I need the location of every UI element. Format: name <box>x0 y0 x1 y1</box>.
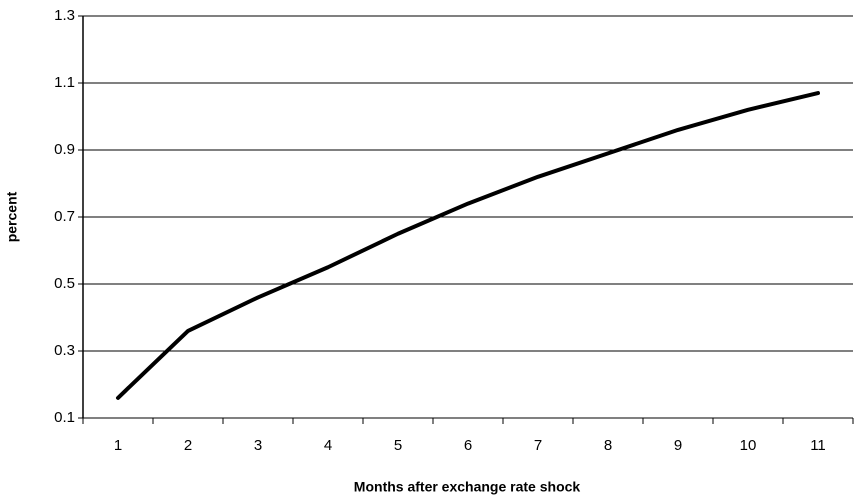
line-series <box>116 91 820 400</box>
x-tick-label: 1 <box>114 437 122 454</box>
y-tick-label: 0.5 <box>54 275 75 292</box>
x-axis-label: Months after exchange rate shock <box>354 479 581 495</box>
x-tick-label: 4 <box>324 437 332 454</box>
y-tick-label: 0.9 <box>54 141 75 158</box>
y-axis-label: percent <box>4 191 20 242</box>
x-tick-label: 8 <box>604 437 612 454</box>
y-tick-label: 1.3 <box>54 7 75 24</box>
x-tick-label: 2 <box>184 437 192 454</box>
y-tick-label: 0.7 <box>54 208 75 225</box>
x-tick-label: 6 <box>464 437 472 454</box>
y-tick-label: 0.1 <box>54 409 75 426</box>
x-tick-label: 11 <box>810 437 826 454</box>
x-tick-label: 9 <box>674 437 682 454</box>
x-tick-label: 10 <box>740 437 757 454</box>
x-tick-label: 5 <box>394 437 402 454</box>
y-tick-label: 1.1 <box>54 74 75 91</box>
x-tick-label: 7 <box>534 437 542 454</box>
y-tick-label: 0.3 <box>54 342 75 359</box>
x-tick-label: 3 <box>254 437 262 454</box>
